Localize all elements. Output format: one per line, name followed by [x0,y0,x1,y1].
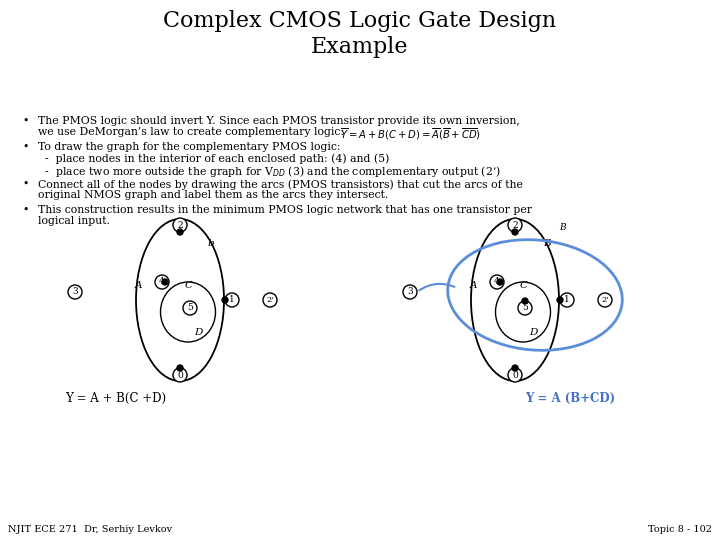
Text: Connect all of the nodes by drawing the arcs (PMOS transistors) that cut the arc: Connect all of the nodes by drawing the … [38,179,523,190]
Circle shape [518,301,532,315]
Text: •: • [22,116,28,126]
Circle shape [222,297,228,303]
Text: •: • [22,142,28,152]
Text: 2: 2 [512,220,518,230]
Circle shape [173,368,187,382]
Text: 2': 2' [266,296,274,304]
Text: A: A [135,281,142,291]
Text: -  place nodes in the interior of each enclosed path: (4) and (5): - place nodes in the interior of each en… [38,153,390,164]
Text: B: B [543,239,551,248]
Text: B: B [559,223,566,232]
Text: 3: 3 [408,287,413,296]
Text: This construction results in the minimum PMOS logic network that has one transis: This construction results in the minimum… [38,205,532,215]
Circle shape [173,218,187,232]
Text: To draw the graph for the complementary PMOS logic:: To draw the graph for the complementary … [38,142,341,152]
Text: Y = A + B(C +D): Y = A + B(C +D) [65,392,166,405]
Circle shape [497,279,503,285]
Text: •: • [22,205,28,215]
Circle shape [508,218,522,232]
Text: 3: 3 [72,287,78,296]
Text: b: b [208,239,215,248]
Circle shape [155,275,169,289]
Circle shape [183,301,197,315]
Text: $\overline{Y}=A+B(C+D)=\overline{A}(\overline{B}+\overline{CD})$: $\overline{Y}=A+B(C+D)=\overline{A}(\ove… [340,127,481,143]
Circle shape [490,275,504,289]
Circle shape [512,365,518,371]
Text: NJIT ECE 271  Dr, Serhiy Levkov: NJIT ECE 271 Dr, Serhiy Levkov [8,525,172,534]
Text: The PMOS logic should invert Y. Since each PMOS transistor provide its own inver: The PMOS logic should invert Y. Since ea… [38,116,520,126]
Text: 5: 5 [522,303,528,313]
Text: 1: 1 [564,295,570,305]
Text: •: • [22,179,28,189]
Text: A: A [469,281,477,291]
Circle shape [560,293,574,307]
Text: Y = A (B+CD): Y = A (B+CD) [525,392,615,405]
Text: 4: 4 [159,278,165,287]
Text: D: D [529,328,537,337]
Circle shape [177,365,183,371]
Text: C: C [185,281,193,290]
Text: we use DeMorgan’s law to create complementary logic:: we use DeMorgan’s law to create compleme… [38,127,344,137]
Text: 4: 4 [494,278,500,287]
Circle shape [263,293,277,307]
Circle shape [68,285,82,299]
Text: logical input.: logical input. [38,216,110,226]
Text: 0: 0 [177,370,183,380]
Circle shape [512,229,518,235]
Text: original NMOS graph and label them as the arcs they intersect.: original NMOS graph and label them as th… [38,190,388,200]
Text: Topic 8 - 102: Topic 8 - 102 [648,525,712,534]
Text: 1: 1 [229,295,235,305]
Text: 5: 5 [187,303,193,313]
Text: D: D [194,328,202,337]
Circle shape [403,285,417,299]
Circle shape [522,298,528,304]
Text: -  place two more outside the graph for V$_{DD}$ (3) and the complementary outpu: - place two more outside the graph for V… [38,164,501,179]
Circle shape [177,229,183,235]
Circle shape [162,279,168,285]
Circle shape [557,297,563,303]
Circle shape [225,293,239,307]
Text: 0: 0 [512,370,518,380]
Circle shape [508,368,522,382]
Text: C: C [520,281,528,290]
Text: 2: 2 [177,220,183,230]
Text: Complex CMOS Logic Gate Design
Example: Complex CMOS Logic Gate Design Example [163,10,557,58]
Text: 2': 2' [601,296,609,304]
Circle shape [598,293,612,307]
